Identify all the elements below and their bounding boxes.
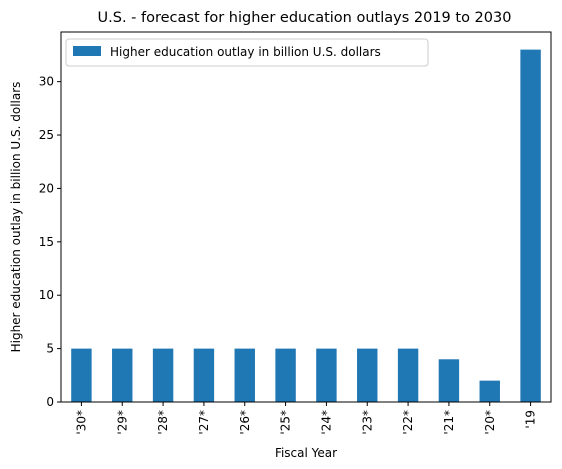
bar [152,348,174,402]
y-axis-ticks: 0 5 10 15 20 25 30 [39,75,61,409]
x-tick-label: '20* [483,410,497,435]
chart-title: U.S. - forecast for higher education out… [98,10,512,26]
y-tick-label: 5 [46,342,54,356]
bar [316,348,337,402]
bars-group [71,49,541,402]
x-tick-label: '27* [197,410,211,435]
x-tick-label: '22* [401,410,415,435]
y-tick-label: 30 [39,75,54,89]
bar [520,49,541,402]
bar [397,348,419,402]
bar [479,380,500,402]
x-axis-ticks: '30* '29* '28* '27* '26* '25* '24* '23* '22* '21*… [74,402,538,435]
y-axis-label: Higher education outlay in billion U.S. … [9,82,23,353]
bar [234,348,255,402]
legend-swatch [73,46,101,56]
x-tick-label: '30* [74,410,88,435]
x-tick-label: '25* [279,410,293,435]
bar [438,359,460,402]
x-tick-label: '26* [238,410,252,435]
bar [112,348,133,402]
x-tick-label: '24* [319,410,333,435]
y-tick-label: 0 [46,395,54,409]
bar [357,348,378,402]
y-tick-label: 10 [39,288,54,302]
x-tick-label: '29* [115,410,129,435]
plot-frame [60,31,552,403]
bar [193,348,215,402]
y-tick-label: 20 [39,181,54,195]
y-tick-label: 25 [39,128,54,142]
x-tick-label: '28* [156,410,170,435]
bar [275,348,296,402]
legend-label: Higher education outlay in billion U.S. … [110,45,381,59]
y-tick-label: 15 [39,235,54,249]
x-axis-label: Fiscal Year [275,446,337,460]
legend-frame [65,38,429,67]
x-tick-label: '23* [360,410,374,435]
bar [71,348,92,402]
x-tick-label: '19 [524,410,538,429]
legend: Higher education outlay in billion U.S. … [65,38,429,67]
x-tick-label: '21* [442,410,456,435]
